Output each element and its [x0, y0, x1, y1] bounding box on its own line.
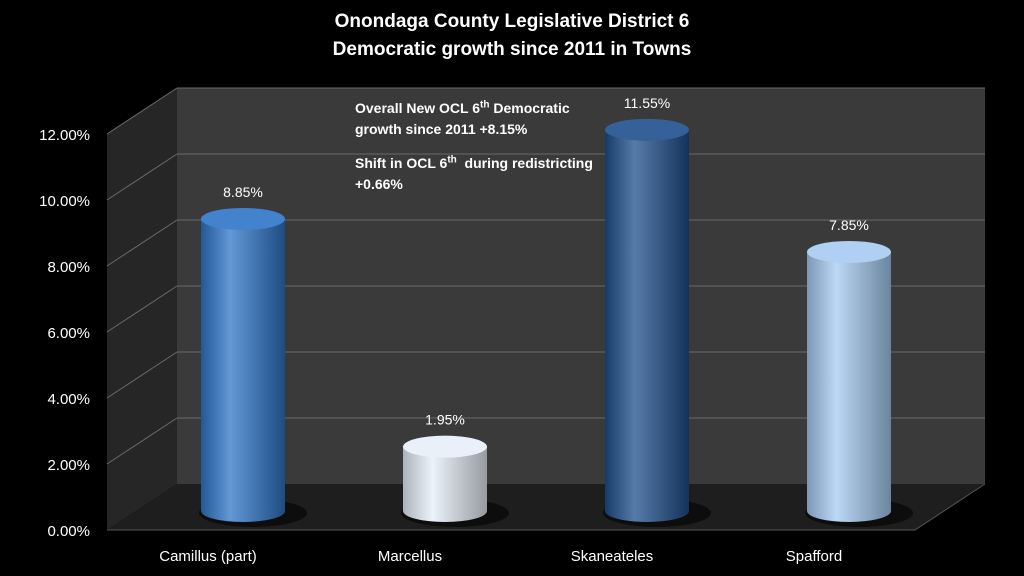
annotation-shift-text-b: during redistricting +0.66%	[355, 155, 593, 192]
x-category-label: Spafford	[786, 548, 842, 565]
gridline	[106, 417, 178, 465]
chart-title-line-2: Democratic growth since 2011 in Towns	[332, 39, 692, 60]
data-label: 7.85%	[829, 217, 869, 233]
data-labels: 8.85% 1.95% 11.55% 7.85%	[223, 95, 869, 428]
y-tick-label: 6.00%	[47, 325, 90, 342]
chart-title-line-1: Onondaga County Legislative District 6	[334, 11, 690, 32]
bar-top	[807, 240, 891, 263]
data-label: 11.55%	[624, 95, 670, 111]
annotation-shift: Shift in OCL 6th during redistricting +0…	[355, 153, 615, 195]
bar-body	[201, 218, 285, 522]
y-tick-label: 4.00%	[47, 391, 90, 408]
y-tick-label: 10.00%	[39, 193, 90, 210]
bar-top	[201, 207, 285, 230]
x-axis-categories: Camillus (part) Marcellus Skaneateles Spaff…	[159, 548, 842, 565]
bar-body	[403, 446, 487, 522]
floor-edge	[107, 483, 986, 531]
bar-camillus-part	[199, 207, 307, 527]
data-label: 8.85%	[223, 184, 263, 200]
annotation-shift-sup: th	[447, 154, 457, 166]
x-category-label: Camillus (part)	[159, 548, 257, 565]
bar-skaneateles	[603, 118, 711, 527]
y-tick-label: 12.00%	[39, 127, 90, 144]
bar-top	[403, 435, 487, 458]
annotation-growth-text-b: Democratic growth since 2011 +8.15%	[355, 100, 570, 137]
annotation-growth-text-a: Overall New OCL 6	[355, 100, 481, 116]
bar-body	[605, 129, 689, 522]
annotation-box: Overall New OCL 6th Democratic growth si…	[355, 98, 615, 208]
bars	[199, 118, 913, 527]
x-category-label: Marcellus	[378, 548, 442, 565]
bar-spafford	[805, 240, 913, 527]
y-axis-ticks: 0.00% 2.00% 4.00% 6.00% 8.00% 10.00% 12.00%	[39, 127, 90, 540]
y-tick-label: 8.00%	[47, 259, 90, 276]
gridline	[106, 219, 178, 267]
floor	[107, 484, 985, 530]
chart-title: Onondaga County Legislative District 6 D…	[0, 8, 1024, 64]
data-label: 1.95%	[425, 412, 465, 428]
gridline	[106, 87, 178, 135]
bar-top	[605, 118, 689, 141]
gridline	[106, 351, 178, 399]
bar-body	[807, 251, 891, 522]
annotation-growth-sup: th	[480, 99, 490, 111]
annotation-growth: Overall New OCL 6th Democratic growth si…	[355, 98, 615, 140]
bar-marcellus	[401, 435, 509, 527]
annotation-shift-text-a: Shift in OCL 6	[355, 155, 448, 171]
x-category-label: Skaneateles	[571, 548, 654, 565]
gridline	[106, 153, 178, 201]
y-tick-label: 2.00%	[47, 457, 90, 474]
gridline	[106, 285, 178, 333]
y-tick-label: 0.00%	[47, 523, 90, 540]
